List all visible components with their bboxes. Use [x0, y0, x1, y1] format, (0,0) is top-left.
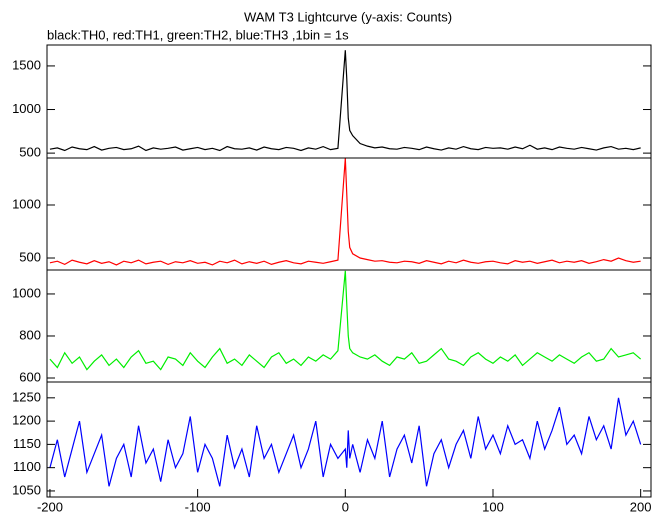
- panel-frame: [46, 157, 652, 271]
- y-tick-label: 600: [19, 369, 41, 384]
- y-tick-label: 800: [19, 327, 41, 342]
- y-tick-label: 1000: [12, 101, 41, 116]
- x-tick-label: 200: [630, 499, 652, 514]
- y-tick-label: 1000: [12, 285, 41, 300]
- series-line: [49, 50, 641, 152]
- y-tick-label: 500: [19, 145, 41, 160]
- x-tick-label: -200: [37, 499, 63, 514]
- y-tick-label: 1150: [13, 436, 41, 451]
- y-tick-label: 1100: [13, 459, 41, 474]
- y-tick-label: 1200: [12, 413, 41, 428]
- series-line: [49, 158, 641, 266]
- x-tick-label: 100: [482, 499, 504, 514]
- y-tick-label: 1000: [12, 196, 41, 211]
- x-tick-label: -100: [185, 499, 211, 514]
- y-tick-label: 1050: [12, 482, 41, 497]
- panel-frame: [46, 44, 652, 159]
- series-line: [49, 270, 642, 371]
- panel-frame: [46, 381, 652, 498]
- x-tick-label: 0: [342, 499, 349, 514]
- series-line: [49, 397, 642, 487]
- y-tick-label: 1250: [12, 389, 41, 404]
- y-tick-label: 1500: [12, 57, 41, 72]
- chart-title: WAM T3 Lightcurve (y-axis: Counts): [244, 9, 452, 24]
- chart-subtitle: black:TH0, red:TH1, green:TH2, blue:TH3 …: [47, 27, 349, 42]
- y-tick-label: 500: [19, 249, 41, 264]
- panel-frame: [46, 269, 652, 383]
